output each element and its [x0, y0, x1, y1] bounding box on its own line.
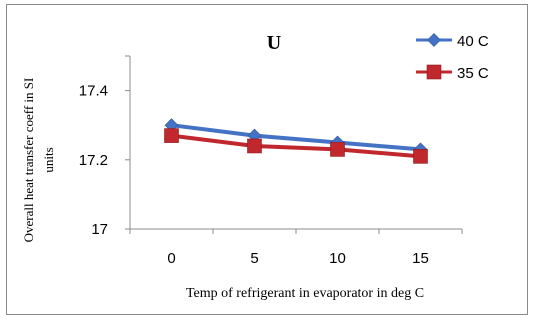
axes [125, 55, 463, 234]
y-axis-label-line1: Overall heat transfer coeff in SI [21, 78, 36, 243]
chart-frame [6, 4, 528, 315]
x-tick-label: 0 [167, 250, 175, 267]
legend-label: 40 C [457, 33, 489, 50]
y-tick-labels: 17 17.2 17.4 [79, 83, 108, 238]
y-tick-label: 17.2 [79, 152, 108, 169]
x-axis-title: Temp of refrigerant in evaporator in deg… [186, 286, 424, 301]
x-tick-label: 10 [329, 250, 346, 267]
x-tick-labels: 0 5 10 15 [167, 250, 429, 267]
legend-swatch-marker [427, 33, 441, 47]
chart-title: U [267, 32, 281, 54]
data-point-marker [330, 142, 345, 157]
y-axis-label-line2: units [41, 147, 56, 172]
x-tick-label: 5 [250, 250, 258, 267]
y-tick-label: 17 [91, 221, 108, 238]
series-line [171, 133, 421, 159]
legend-label: 35 C [457, 65, 489, 82]
legend: 40 C 35 C [416, 33, 489, 82]
legend-item: 40 C [416, 33, 489, 50]
series-group [164, 118, 428, 164]
legend-swatch-marker [426, 64, 442, 80]
y-axis-title: Overall heat transfer coeff in SI units [21, 78, 56, 243]
series-1 [164, 118, 428, 157]
data-point-marker [164, 128, 179, 143]
data-point-marker [247, 138, 262, 154]
x-tick-label: 15 [412, 250, 429, 267]
series-2 [164, 128, 428, 164]
legend-item: 35 C [416, 64, 489, 82]
data-point-marker [413, 149, 428, 164]
y-tick-label: 17.4 [79, 83, 108, 100]
series-line [171, 123, 421, 152]
